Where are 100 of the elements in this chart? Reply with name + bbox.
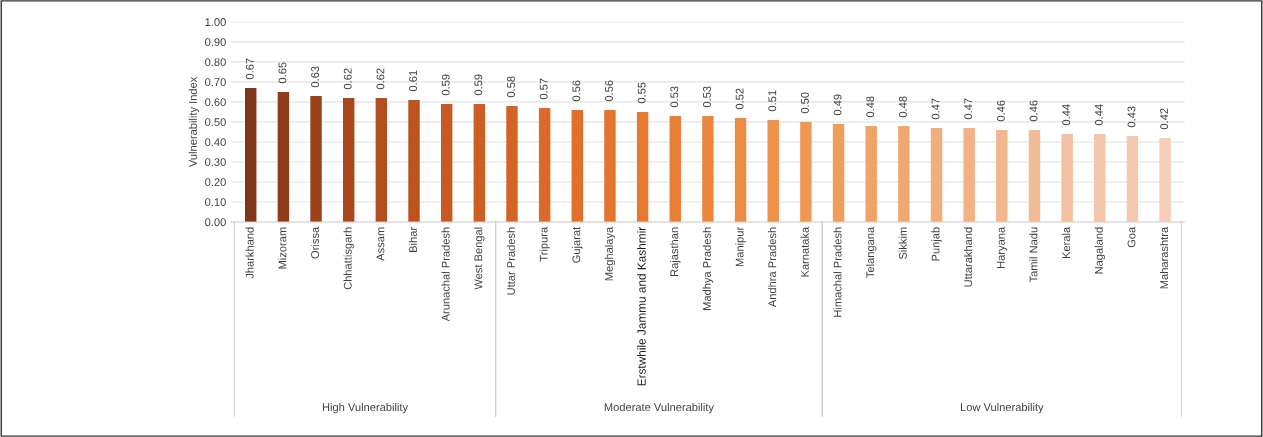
data-label: 0.59 [441, 74, 450, 96]
data-label: 0.51 [768, 90, 777, 112]
data-label: 0.67 [245, 58, 254, 80]
bar [506, 105, 518, 222]
x-tick-label: Telangana [866, 226, 877, 278]
data-label: 0.44 [1094, 104, 1103, 126]
data-label: 0.46 [996, 100, 1005, 122]
data-label: 0.47 [964, 98, 973, 120]
bar [408, 99, 420, 222]
bar [1061, 133, 1073, 222]
bar [1028, 129, 1041, 222]
data-label: 0.47 [931, 98, 940, 120]
x-tick-label: Maharashtra [1159, 226, 1169, 289]
bar [800, 121, 812, 222]
x-tick-label: Chhattisgarh [343, 227, 354, 290]
x-tick-label: Tripura [539, 226, 550, 262]
x-tick-label: Punjab [931, 227, 942, 261]
x-tick-label: Jharkhand [245, 227, 254, 279]
data-label: 0.53 [670, 86, 679, 108]
x-tick-label: Manipur [735, 227, 746, 267]
bar [473, 103, 486, 222]
x-tick-label: Sikkim [898, 227, 907, 260]
x-tick-label: Uttarakhand [963, 227, 973, 287]
x-tick-label: Meghalaya [604, 226, 616, 281]
x-tick-label: Gujarat [572, 226, 583, 263]
x-tick-label: Arunachal Pradesh [441, 227, 450, 322]
bar [571, 109, 583, 222]
x-tick-label: Uttar Pradesh [506, 227, 515, 295]
data-label: 0.56 [605, 80, 613, 102]
x-tick-label: West Bengal [474, 227, 485, 290]
y-tick-label: 0.30 [205, 158, 226, 167]
x-tick-label: Bihar [408, 227, 417, 252]
bar [996, 129, 1008, 222]
data-label: 0.44 [1062, 104, 1071, 126]
x-tick-label: Orissa [310, 226, 320, 259]
data-label: 0.56 [572, 80, 581, 102]
bar [440, 103, 453, 222]
bar [604, 109, 616, 222]
x-tick-label: Assam [376, 227, 385, 261]
y-tick-label: 0.80 [205, 58, 226, 67]
x-tick-label: Madhya Pradesh [702, 227, 714, 310]
bar [1159, 137, 1171, 222]
data-label: 0.61 [409, 70, 417, 92]
data-label: 0.53 [703, 86, 711, 108]
data-label: 0.55 [637, 82, 646, 104]
y-tick-label: 0.40 [205, 138, 226, 147]
bar [669, 115, 681, 222]
data-label: 0.58 [507, 76, 515, 98]
bar [767, 119, 779, 222]
y-tick-label: 0.10 [205, 198, 226, 207]
data-label: 0.49 [833, 94, 842, 116]
bar [963, 127, 975, 222]
data-label: 0.57 [539, 78, 548, 100]
x-tick-label: Mizoram [278, 227, 287, 269]
bar [832, 123, 845, 222]
bar [1094, 133, 1106, 222]
bar [375, 97, 388, 222]
data-label: 0.42 [1160, 108, 1169, 130]
x-tick-label: Nagaland [1094, 227, 1105, 274]
bar [930, 127, 943, 222]
bar [342, 97, 355, 222]
bar [245, 87, 257, 222]
bar [538, 107, 551, 222]
y-tick-label: 0.70 [205, 78, 226, 87]
x-tick-label: Himachal Pradesh [833, 227, 842, 317]
data-label: 0.46 [1029, 100, 1038, 122]
data-label: 0.65 [278, 62, 287, 84]
x-tick-label: Andhra Pradesh [768, 227, 777, 308]
x-tick-label: Rajasthan [670, 227, 681, 276]
data-label: 0.43 [1127, 106, 1136, 128]
data-label: 0.63 [311, 66, 320, 88]
text: Low Vulnerability [960, 402, 1044, 414]
y-tick-label: 1.00 [205, 18, 226, 26]
bar [636, 111, 649, 222]
x-tick-label: Haryana [997, 226, 1007, 268]
bar [310, 95, 322, 222]
y-axis-title: Vulnerability Index [188, 76, 200, 168]
data-label: 0.62 [376, 68, 385, 90]
text: High Vulnerability [322, 402, 409, 414]
data-label: 0.59 [474, 74, 483, 96]
x-tick-label: Erstwhile Jammu and Kashmir [637, 227, 646, 386]
x-tick-label: Karnataka [800, 226, 809, 277]
data-label: 0.62 [343, 68, 352, 90]
data-label: 0.52 [735, 88, 744, 110]
bar [1126, 135, 1139, 222]
y-tick-label: 0.60 [205, 98, 226, 107]
y-tick-label: 0.90 [205, 38, 226, 46]
bar [702, 115, 714, 222]
data-label: 0.50 [801, 92, 809, 114]
x-tick-label: Tamil Nadu [1029, 227, 1038, 283]
bar [734, 117, 747, 222]
bar [898, 125, 910, 222]
data-label: 0.48 [898, 96, 907, 118]
x-tick-label: Kerala [1061, 226, 1071, 259]
bar [865, 125, 877, 222]
data-label: 0.48 [866, 96, 875, 118]
y-tick-label: 0.50 [205, 118, 226, 127]
text: Moderate Vulnerability [604, 402, 714, 414]
bar [277, 91, 290, 222]
y-tick-label: 0.20 [205, 178, 226, 187]
